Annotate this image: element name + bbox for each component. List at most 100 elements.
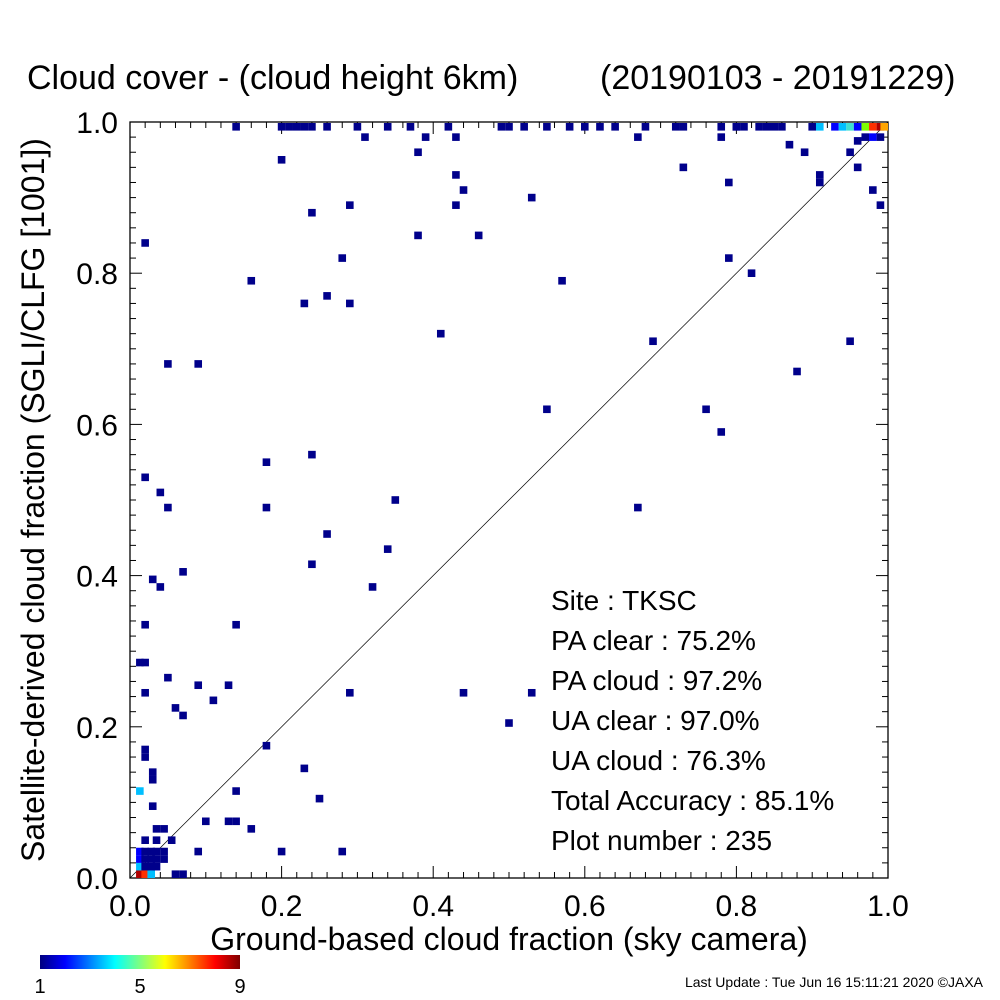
data-cell	[300, 299, 309, 308]
data-cell	[136, 658, 144, 667]
stat-line: UA cloud : 76.3%	[551, 745, 766, 776]
data-cell	[224, 681, 233, 690]
data-cell	[815, 171, 824, 179]
x-tick-label: 1.0	[867, 890, 909, 923]
data-cell	[164, 673, 172, 682]
data-cell	[725, 254, 733, 262]
y-tick-label: 0.6	[76, 409, 118, 442]
data-cell	[634, 133, 642, 141]
data-cell	[747, 269, 756, 277]
data-cell	[277, 847, 286, 856]
data-cell	[194, 360, 203, 368]
colorbar-gradient	[40, 955, 240, 969]
data-cell	[156, 488, 165, 497]
last-update-text: Last Update : Tue Jun 16 15:11:21 2020 ©…	[685, 974, 984, 990]
data-cell	[141, 753, 149, 761]
data-cell	[308, 123, 316, 131]
data-cell	[785, 140, 794, 149]
data-cell	[452, 171, 460, 179]
data-cell	[141, 239, 149, 247]
data-cell	[262, 458, 271, 466]
data-cell	[497, 123, 506, 131]
data-cell	[815, 178, 824, 187]
data-cell	[679, 163, 688, 172]
data-cell	[671, 123, 680, 131]
data-cell	[179, 711, 187, 720]
stat-line: Total Accuracy : 85.1%	[551, 785, 834, 816]
data-cell	[406, 123, 415, 131]
data-cell	[147, 862, 156, 871]
x-tick-label: 0.8	[716, 890, 758, 923]
stat-line: Site : TKSC	[551, 585, 697, 616]
data-cell	[815, 123, 824, 131]
data-cell	[452, 201, 460, 209]
data-cell	[323, 530, 331, 538]
data-cell	[152, 836, 161, 844]
data-cell	[793, 367, 801, 376]
data-cell	[846, 123, 854, 131]
data-cell	[141, 870, 149, 878]
data-cell	[634, 503, 642, 512]
chart-title: Cloud cover - (cloud height 6km)	[27, 59, 518, 97]
data-cell	[474, 231, 483, 240]
data-cell	[141, 473, 149, 482]
colorbar: 1 5 9	[34, 955, 246, 998]
colorbar-tick-label: 1	[34, 976, 45, 998]
data-cell	[160, 855, 168, 863]
data-cell	[581, 123, 589, 131]
stat-line: PA clear : 75.2%	[551, 625, 756, 656]
stats-box: Site : TKSC PA clear : 75.2% PA cloud : 97…	[551, 585, 834, 856]
data-cell	[141, 658, 149, 667]
data-cell	[232, 123, 240, 131]
data-cell	[846, 148, 854, 157]
y-tick-labels: 0.0 0.2 0.4 0.6 0.8 1.0	[76, 107, 118, 896]
data-cell	[136, 870, 144, 878]
data-cell	[725, 178, 733, 187]
y-tick-label: 0.0	[76, 863, 118, 896]
one-to-one-line	[129, 121, 889, 879]
data-cell	[202, 817, 210, 826]
data-cell	[869, 186, 877, 194]
data-cell	[292, 123, 301, 131]
data-cell	[148, 775, 157, 784]
data-cell	[171, 704, 180, 712]
data-cell	[136, 847, 144, 856]
data-cell	[558, 276, 566, 285]
colorbar-tick-label: 5	[134, 976, 145, 998]
y-tick-label: 1.0	[76, 107, 118, 140]
data-cell	[141, 847, 149, 856]
data-cell	[141, 855, 149, 863]
data-cell	[160, 825, 168, 833]
data-cell	[421, 133, 430, 141]
chart-date-range: (20190103 - 20191229)	[600, 59, 955, 97]
data-cell	[808, 123, 816, 131]
y-tick-label: 0.4	[76, 561, 118, 594]
data-cell	[141, 688, 149, 697]
data-cell	[853, 163, 862, 172]
data-cell	[194, 847, 203, 856]
colorbar-tick-label: 9	[234, 976, 245, 998]
data-cell	[383, 545, 392, 553]
x-tick-label: 0.6	[564, 890, 606, 923]
y-axis-label: Satellite-derived cloud fraction (SGLI/C…	[15, 138, 51, 862]
data-cell	[853, 137, 862, 145]
data-cell	[876, 201, 885, 209]
data-cell	[505, 123, 513, 131]
x-tick-label: 0.0	[109, 890, 151, 923]
data-cell	[414, 148, 422, 157]
data-cell	[156, 583, 165, 591]
data-cell	[717, 428, 726, 436]
data-cell	[527, 193, 536, 202]
data-cell	[346, 299, 354, 308]
y-tick-label: 0.8	[76, 258, 118, 291]
data-cell	[444, 123, 453, 131]
data-cell	[505, 719, 513, 727]
data-cell	[152, 855, 161, 863]
data-cell	[368, 583, 377, 591]
data-cell	[148, 802, 157, 810]
data-cell	[762, 123, 771, 131]
plot-area	[129, 121, 889, 879]
data-cell	[876, 133, 885, 141]
data-cell	[732, 123, 741, 131]
